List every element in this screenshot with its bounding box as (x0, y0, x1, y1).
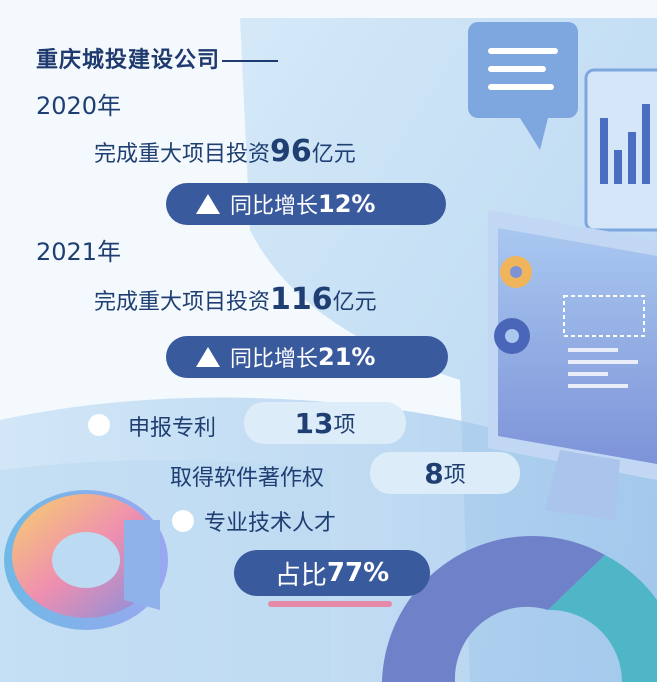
investment-value: 116 (270, 282, 333, 317)
patents-box: 13 项 (244, 402, 406, 444)
title-text: 重庆城投建设公司 (36, 48, 221, 73)
patents-unit: 项 (333, 413, 356, 438)
growth-label: 同比增长 (230, 347, 319, 372)
ratio-value: 77% (326, 558, 390, 588)
investment-2021: 完成重大项目投资116亿元 (94, 282, 377, 317)
donut-chart-decoration (382, 536, 657, 682)
software-label: 取得软件著作权 (170, 466, 325, 491)
investment-prefix: 完成重大项目投资 (94, 290, 271, 315)
year-2020: 2020年 (36, 92, 122, 120)
growth-badge-2021: 同比增长 21% (166, 336, 448, 378)
investment-unit: 亿元 (311, 142, 356, 167)
growth-badge-2020: 同比增长 12% (166, 183, 446, 225)
investment-value: 96 (270, 134, 312, 169)
chat-bubble-icon (468, 22, 578, 150)
growth-value: 21% (318, 343, 376, 371)
monitor-icon (488, 210, 657, 520)
talent-label: 专业技术人才 (204, 511, 337, 536)
page-title: 重庆城投建设公司 (36, 42, 279, 74)
patents-label: 申报专利 (128, 416, 217, 441)
investment-unit: 亿元 (332, 290, 377, 315)
investment-2020: 完成重大项目投资96亿元 (94, 134, 356, 169)
software-unit: 项 (443, 463, 466, 488)
up-triangle-icon (196, 194, 220, 214)
bar-chart-icon (584, 68, 657, 232)
software-value: 8 (424, 456, 444, 490)
patents-value: 13 (294, 406, 334, 440)
talent-ratio-badge: 占比 77% (234, 550, 430, 596)
pink-underline (268, 601, 392, 607)
year-2021: 2021年 (36, 238, 122, 266)
title-dash (222, 60, 279, 62)
bullet-dot (88, 414, 110, 436)
growth-label: 同比增长 (230, 194, 319, 219)
ratio-label: 占比 (274, 560, 327, 591)
bullet-dot (172, 510, 194, 532)
growth-value: 12% (318, 190, 376, 218)
ring-graphic (4, 490, 168, 630)
investment-prefix: 完成重大项目投资 (94, 142, 271, 167)
up-triangle-icon (196, 347, 220, 367)
